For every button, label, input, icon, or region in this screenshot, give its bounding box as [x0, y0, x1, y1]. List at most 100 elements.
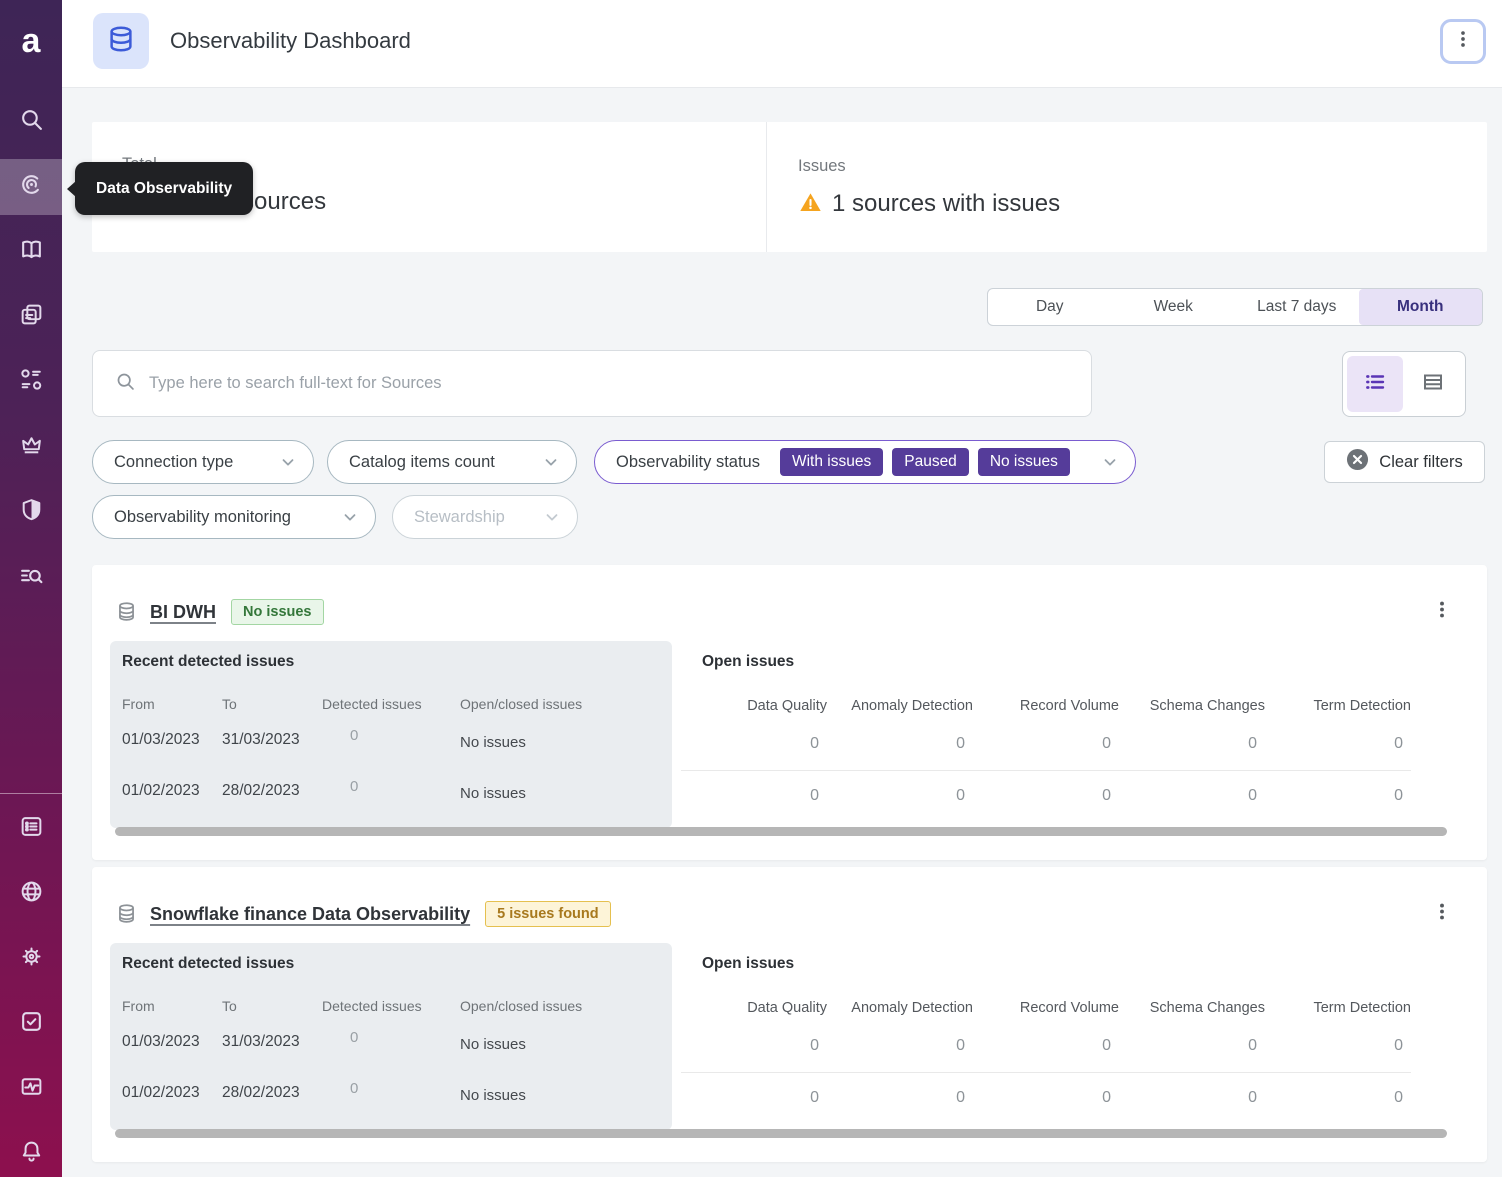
- to-date: 31/03/2023: [222, 731, 300, 748]
- sidebar-divider: [0, 793, 62, 794]
- time-range-month[interactable]: Month: [1358, 289, 1482, 325]
- sidebar-item-settings[interactable]: [0, 932, 62, 986]
- source-card-bi-dwh: BI DWH No issues Recent detected issues …: [92, 565, 1487, 860]
- dashboard-icon-badge: [93, 13, 149, 69]
- col-from: From: [122, 696, 155, 712]
- filter-label: Stewardship: [414, 507, 505, 526]
- search-input[interactable]: [149, 374, 1071, 393]
- row-divider: [681, 770, 1411, 771]
- open-closed-status: No issues: [460, 785, 526, 802]
- from-date: 01/03/2023: [122, 731, 200, 748]
- card-header: BI DWH No issues: [116, 599, 324, 625]
- database-icon: [116, 903, 137, 926]
- status-badge: No issues: [231, 599, 324, 625]
- table-view-button[interactable]: [1405, 356, 1461, 412]
- open-issues-value: 0: [1394, 1089, 1403, 1106]
- header: Observability Dashboard: [62, 0, 1502, 88]
- open-issues-value: 0: [810, 1089, 819, 1106]
- time-range-last7days[interactable]: Last 7 days: [1257, 298, 1337, 315]
- col-detected: Detected issues: [322, 998, 422, 1014]
- sidebar-item-checklist[interactable]: [0, 802, 62, 856]
- card-menu-button[interactable]: [1431, 901, 1453, 923]
- open-issues-value: 0: [1394, 735, 1403, 752]
- open-issues-title: Open issues: [702, 955, 795, 972]
- col-to: To: [222, 998, 237, 1014]
- open-issues-value: 0: [810, 735, 819, 752]
- col-open-closed: Open/closed issues: [460, 998, 583, 1014]
- chip-paused[interactable]: Paused: [892, 448, 969, 476]
- sidebar-item-globe[interactable]: [0, 867, 62, 921]
- recent-issues-panel: [110, 641, 672, 828]
- sidebar-item-search[interactable]: [0, 95, 62, 149]
- detected-count: 0: [350, 1029, 359, 1046]
- page-menu-button[interactable]: [1440, 19, 1486, 64]
- time-range-selector: Day Week Last 7 days Month: [987, 288, 1483, 326]
- horizontal-scrollbar[interactable]: [115, 1129, 1447, 1138]
- x-circle-icon: [1346, 448, 1369, 476]
- recent-issues-header-row: From To Detected issues Open/closed issu…: [122, 998, 652, 1014]
- source-name-link[interactable]: BI DWH: [150, 601, 216, 622]
- chip-with-issues[interactable]: With issues: [779, 448, 884, 476]
- col-open-closed: Open/closed issues: [460, 696, 583, 712]
- list-view-button[interactable]: [1347, 356, 1403, 412]
- recent-issues-header-row: From To Detected issues Open/closed issu…: [122, 696, 652, 712]
- filter-label: Observability status: [616, 452, 760, 471]
- sidebar-item-monitor[interactable]: [0, 1062, 62, 1116]
- open-issues-row: 0 0 0 0 0: [681, 787, 1411, 805]
- chip-no-issues[interactable]: No issues: [977, 448, 1070, 476]
- chevron-down-icon: [1101, 453, 1119, 471]
- to-date: 28/02/2023: [222, 782, 300, 799]
- sidebar-item-notifications[interactable]: [0, 1127, 62, 1177]
- sidebar-item-glossary[interactable]: [0, 225, 62, 279]
- detected-count: 0: [350, 727, 359, 744]
- sidebar-item-documents[interactable]: [0, 290, 62, 344]
- crown-icon: [19, 432, 44, 462]
- to-date: 31/03/2023: [222, 1033, 300, 1050]
- open-issues-value: 0: [1102, 787, 1111, 804]
- issues-label: Issues: [798, 157, 846, 175]
- sidebar-item-data-observability[interactable]: [0, 159, 62, 215]
- open-issues-value: 0: [956, 735, 965, 752]
- sidebar-item-tasks[interactable]: [0, 997, 62, 1051]
- sidebar: a: [0, 0, 62, 1177]
- open-issues-value: 0: [956, 1089, 965, 1106]
- chevron-down-icon: [341, 508, 359, 526]
- open-closed-status: No issues: [460, 1036, 526, 1053]
- documents-icon: [19, 302, 44, 332]
- chevron-down-icon: [543, 508, 561, 526]
- sidebar-item-governance[interactable]: [0, 485, 62, 539]
- open-closed-status: No issues: [460, 1087, 526, 1104]
- data-search-icon: [19, 563, 44, 593]
- filter-label: Catalog items count: [349, 452, 495, 471]
- col-from: From: [122, 998, 155, 1014]
- card-menu-button[interactable]: [1431, 599, 1453, 621]
- open-issues-value: 0: [1248, 787, 1257, 804]
- row-divider: [681, 1072, 1411, 1073]
- time-range-day[interactable]: Day: [1035, 298, 1064, 315]
- filter-catalog-items-count[interactable]: Catalog items count: [327, 440, 577, 484]
- sidebar-item-crown[interactable]: [0, 420, 62, 474]
- filter-observability-monitoring[interactable]: Observability monitoring: [92, 495, 376, 539]
- chevron-down-icon: [542, 453, 560, 471]
- filter-connection-type[interactable]: Connection type: [92, 440, 314, 484]
- kebab-menu-icon: [1452, 28, 1474, 55]
- col-schema-changes: Schema Changes: [1149, 1000, 1265, 1016]
- book-icon: [19, 237, 44, 267]
- open-issues-header-row: Data Quality Anomaly Detection Record Vo…: [681, 1000, 1411, 1016]
- sidebar-item-data-search[interactable]: [0, 551, 62, 605]
- sidebar-item-catalog[interactable]: [0, 355, 62, 409]
- recent-issues-row: 01/02/2023 28/02/2023 0 No issues: [122, 1080, 652, 1104]
- source-name-link[interactable]: Snowflake finance Data Observability: [150, 903, 471, 924]
- time-range-week[interactable]: Week: [1153, 298, 1193, 315]
- filter-stewardship[interactable]: Stewardship: [392, 495, 578, 539]
- horizontal-scrollbar[interactable]: [115, 827, 1447, 836]
- card-header: Snowflake finance Data Observability 5 i…: [116, 901, 611, 927]
- gear-icon: [19, 944, 44, 974]
- filter-observability-status[interactable]: Observability status With issues Paused …: [594, 440, 1136, 484]
- clear-filters-button[interactable]: Clear filters: [1324, 441, 1485, 483]
- open-issues-value: 0: [810, 787, 819, 804]
- clear-filters-label: Clear filters: [1379, 452, 1463, 471]
- app-logo[interactable]: a: [21, 21, 41, 60]
- detected-count: 0: [350, 778, 359, 795]
- open-issues-value: 0: [1394, 1037, 1403, 1054]
